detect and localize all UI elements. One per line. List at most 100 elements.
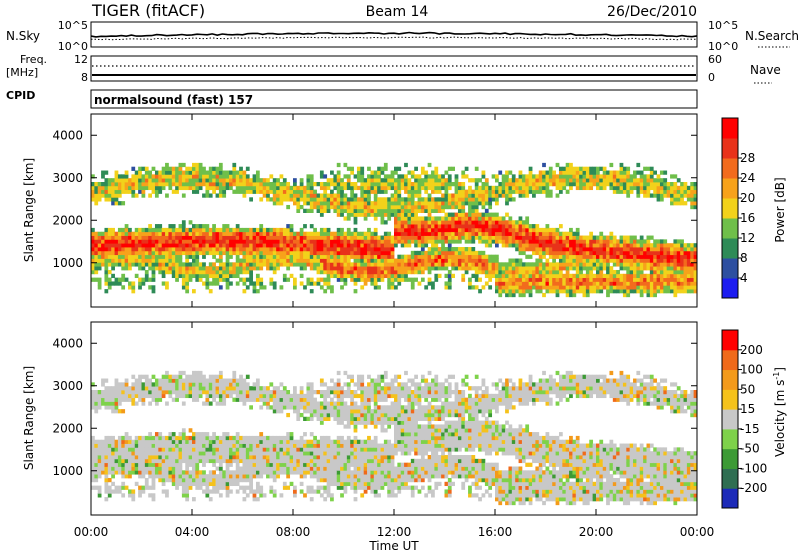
velocity-cell (192, 390, 196, 395)
power-cell (478, 254, 482, 259)
power-cell (454, 254, 459, 259)
power-cell (592, 250, 597, 256)
power-cell (518, 189, 523, 194)
power-cell (185, 185, 190, 191)
power-cell (565, 281, 570, 286)
power-cell (649, 182, 654, 187)
power-cell (572, 247, 577, 252)
colorbar-tick-label: 28 (740, 151, 755, 165)
power-cell (394, 239, 398, 244)
power-cell (383, 254, 388, 259)
power-cell (498, 277, 503, 282)
power-cell (404, 224, 408, 229)
power-cell (215, 243, 220, 248)
power-cell (690, 262, 695, 267)
power-cell (276, 193, 280, 198)
power-cell (666, 243, 671, 248)
power-cell (286, 254, 291, 259)
power-cell (208, 185, 213, 191)
power-cell (330, 289, 334, 294)
power-cell (572, 243, 577, 248)
power-cell (525, 235, 530, 240)
power-cell (363, 258, 368, 263)
velocity-cell (121, 409, 126, 414)
velocity-cell (259, 493, 264, 498)
velocity-cell (232, 435, 237, 441)
power-cell (350, 262, 354, 267)
power-cell (296, 185, 301, 191)
power-cell (215, 227, 220, 233)
power-cell (552, 231, 556, 236)
power-cell (606, 170, 610, 175)
power-cell (218, 178, 223, 183)
power-cell (609, 254, 614, 259)
power-cell (370, 212, 375, 217)
power-cell (134, 231, 139, 236)
power-cell (444, 170, 449, 175)
power-cell (589, 174, 594, 179)
power-cell (454, 182, 459, 187)
power-cell (309, 266, 314, 271)
velocity-cell (255, 397, 260, 402)
power-cell (319, 182, 324, 187)
power-cell (178, 231, 183, 236)
power-cell (383, 185, 388, 191)
power-cell (175, 174, 179, 179)
power-cell (656, 262, 661, 267)
power-cell (555, 273, 560, 279)
power-cell (289, 258, 294, 263)
power-cell (532, 266, 536, 271)
power-cell (293, 235, 297, 240)
power-cell (229, 227, 233, 233)
power-cell (138, 189, 142, 194)
power-cell (242, 227, 247, 233)
power-cell (629, 174, 634, 179)
power-cell (195, 166, 200, 171)
velocity-cell (148, 455, 152, 460)
velocity-cell (165, 439, 169, 444)
power-cell (188, 220, 193, 225)
power-cell (303, 197, 307, 202)
velocity-cell (138, 443, 142, 448)
power-cell (478, 289, 482, 294)
velocity-cell (165, 435, 169, 441)
power-cell (464, 212, 469, 217)
velocity-cell (97, 401, 102, 406)
power-cell (360, 243, 365, 248)
power-cell (515, 224, 519, 229)
power-cell (643, 258, 647, 263)
power-cell (336, 235, 341, 240)
power-cell (353, 193, 358, 198)
power-cell (168, 224, 173, 229)
power-cell (629, 243, 634, 248)
power-cell (97, 182, 102, 187)
power-cell (441, 185, 445, 191)
power-cell (101, 235, 105, 240)
power-cell (457, 235, 462, 240)
velocity-cell (148, 435, 152, 441)
velocity-cell (178, 466, 183, 471)
power-cell (579, 247, 583, 252)
velocity-cell (218, 439, 223, 444)
power-cell (346, 166, 351, 171)
velocity-cell (239, 455, 243, 460)
power-cell (572, 170, 577, 175)
velocity-cell (212, 432, 216, 437)
power-cell (218, 231, 223, 236)
velocity-cell (131, 458, 136, 464)
power-cell (558, 189, 563, 194)
power-cell (690, 204, 695, 210)
power-cell (202, 239, 206, 244)
velocity-cell (151, 462, 156, 467)
power-cell (158, 185, 163, 191)
power-cell (316, 235, 321, 240)
power-cell (340, 273, 344, 279)
power-cell (104, 182, 109, 187)
velocity-cell (215, 474, 220, 479)
power-cell (690, 247, 695, 252)
power-cell (410, 189, 415, 194)
power-cell (316, 197, 321, 202)
power-cell (272, 266, 277, 271)
